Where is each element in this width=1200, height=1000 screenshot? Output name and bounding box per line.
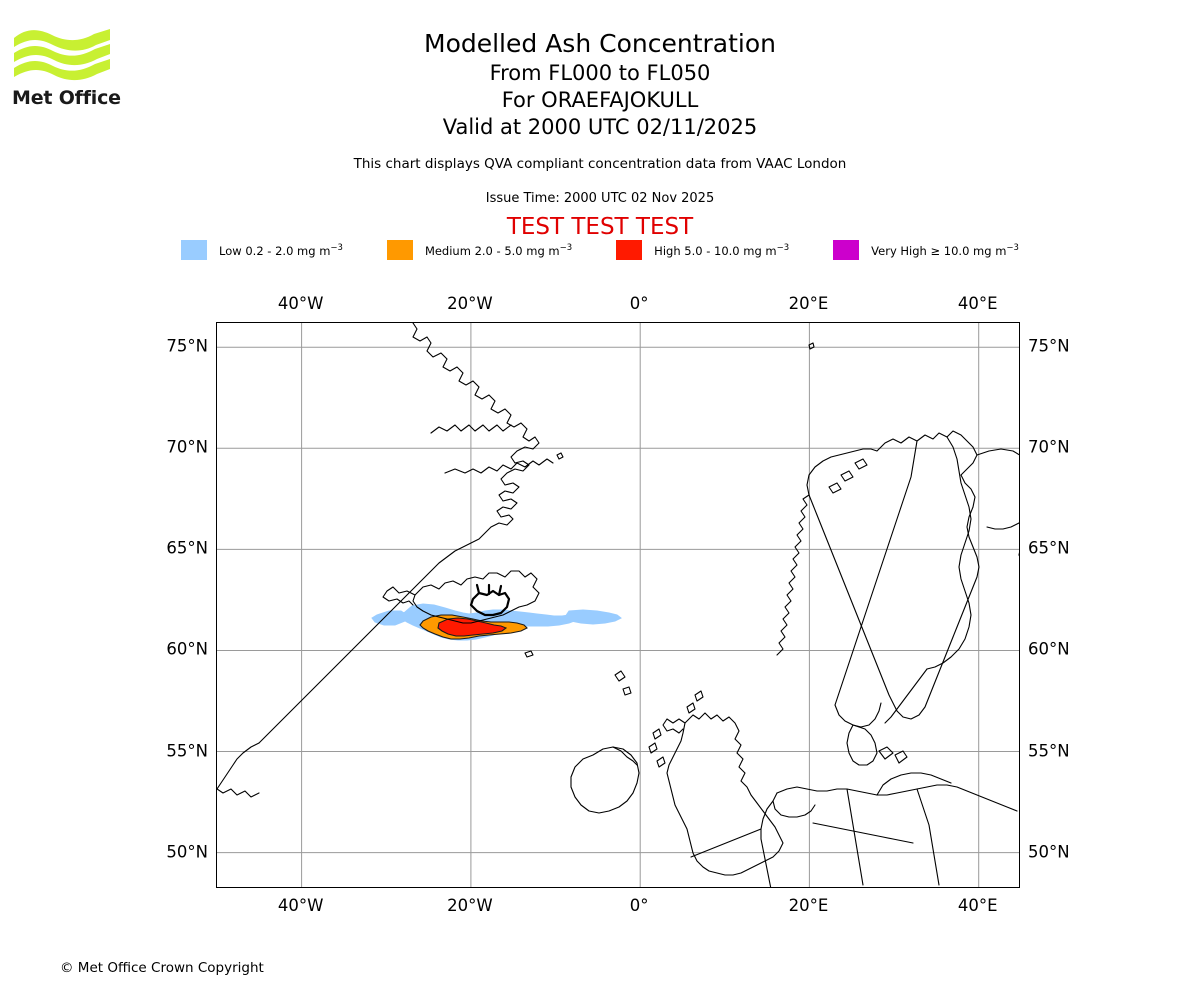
coast-baltic-south bbox=[876, 772, 952, 796]
test-banner: TEST TEST TEST bbox=[506, 214, 694, 240]
coast-greenland-south-lobes bbox=[217, 788, 260, 798]
lat-tick-right: 60°N bbox=[1028, 639, 1070, 659]
legend-swatch-low bbox=[181, 240, 208, 260]
coast-great-britain bbox=[666, 712, 784, 876]
coast-northern-europe bbox=[776, 784, 1018, 812]
lat-tick-right: 75°N bbox=[1028, 336, 1070, 356]
coast-white-sea bbox=[1018, 552, 1019, 557]
lon-tick-bottom: 0° bbox=[629, 896, 649, 915]
glacier-outline-spurs bbox=[475, 583, 503, 597]
lat-tick-left: 75°N bbox=[166, 336, 208, 356]
border-finland bbox=[926, 436, 972, 670]
issue-time-text: Issue Time: 2000 UTC 02 Nov 2025 bbox=[485, 191, 715, 206]
lat-tick-left: 55°N bbox=[166, 741, 208, 761]
legend-item-low: Low 0.2 - 2.0 mg m−3 bbox=[181, 240, 343, 260]
coast-denmark bbox=[846, 724, 878, 766]
lon-tick-bottom: 20°E bbox=[788, 896, 829, 915]
lon-tick-bottom: 40°E bbox=[957, 896, 998, 915]
lat-tick-left: 60°N bbox=[166, 639, 208, 659]
map-canvas bbox=[217, 323, 1019, 887]
lon-tick-bottom: 20°W bbox=[447, 896, 493, 915]
coast-orkney-shetland bbox=[686, 690, 704, 714]
coast-netherlands-belgium bbox=[772, 792, 816, 818]
coast-greenland bbox=[258, 323, 540, 744]
lon-tick-top: 20°E bbox=[788, 294, 829, 313]
coast-scotland-north bbox=[662, 718, 686, 734]
coast-france-channel bbox=[690, 828, 762, 858]
met-office-wordmark: Met Office bbox=[12, 87, 121, 109]
coast-sweden-south bbox=[834, 702, 882, 728]
border-poland-east bbox=[916, 788, 940, 886]
coast-iceland bbox=[412, 570, 540, 624]
lat-tick-right: 55°N bbox=[1028, 741, 1070, 761]
concentration-legend: Low 0.2 - 2.0 mg m−3 Medium 2.0 - 5.0 mg … bbox=[0, 240, 1200, 260]
coast-greenland-peninsula bbox=[430, 424, 512, 434]
coast-norway-fjords bbox=[776, 494, 810, 656]
map-plot-frame bbox=[216, 322, 1020, 888]
qva-compliance-note: This chart displays QVA compliant concen… bbox=[353, 156, 847, 172]
ash-contour-low-east-lobe bbox=[564, 609, 622, 625]
coast-kola-peninsula bbox=[976, 448, 1019, 530]
lon-tick-bottom: 40°W bbox=[277, 896, 324, 915]
coastlines-layer bbox=[217, 323, 1019, 887]
legend-label-very-high: Very High ≥ 10.0 mg m−3 bbox=[871, 242, 1019, 258]
lat-tick-left: 50°N bbox=[166, 842, 208, 862]
coast-baltic-gulf-bothnia bbox=[884, 668, 928, 724]
coast-northern-ireland-border bbox=[612, 746, 638, 766]
coast-ireland bbox=[570, 746, 640, 814]
lon-tick-top: 40°E bbox=[957, 294, 998, 313]
legend-label-high: High 5.0 - 10.0 mg m−3 bbox=[654, 242, 790, 258]
met-office-waves-icon bbox=[14, 29, 110, 81]
copyright-text: © Met Office Crown Copyright bbox=[60, 960, 264, 976]
lat-tick-right: 50°N bbox=[1028, 842, 1070, 862]
coast-lofoten-islands bbox=[828, 458, 868, 494]
lon-tick-top: 20°W bbox=[447, 294, 493, 313]
legend-item-very-high: Very High ≥ 10.0 mg m−3 bbox=[833, 240, 1019, 260]
met-office-logo: Met Office bbox=[12, 26, 124, 109]
legend-label-low: Low 0.2 - 2.0 mg m−3 bbox=[219, 242, 343, 258]
lat-tick-left: 65°N bbox=[166, 538, 208, 558]
legend-item-high: High 5.0 - 10.0 mg m−3 bbox=[616, 240, 789, 260]
legend-item-medium: Medium 2.0 - 5.0 mg m−3 bbox=[386, 240, 573, 260]
graticule-gridlines bbox=[217, 323, 1019, 887]
coast-danish-islands bbox=[878, 746, 908, 764]
valid-time-subtitle: Valid at 2000 UTC 02/11/2025 bbox=[442, 115, 758, 139]
ash-contour-high bbox=[437, 617, 508, 637]
coast-hebrides bbox=[648, 728, 666, 768]
flight-level-subtitle: From FL000 to FL050 bbox=[489, 61, 711, 85]
border-france-north bbox=[760, 800, 774, 887]
coast-greenland-inner-fjords bbox=[444, 458, 554, 474]
coast-iceland-westfjords bbox=[382, 586, 416, 606]
legend-swatch-very-high bbox=[833, 240, 860, 260]
page-title: Modelled Ash Concentration bbox=[424, 29, 776, 58]
title-block: Modelled Ash Concentration From FL000 to… bbox=[0, 28, 1200, 141]
border-germany-poland bbox=[846, 788, 864, 886]
legend-swatch-medium bbox=[386, 240, 413, 260]
legend-swatch-high bbox=[616, 240, 643, 260]
border-norway-sweden bbox=[834, 440, 918, 706]
volcano-subtitle: For ORAEFAJOKULL bbox=[501, 88, 699, 112]
lon-tick-top: 0° bbox=[629, 294, 649, 313]
coast-small-islands-south-iceland bbox=[524, 650, 632, 696]
lat-tick-right: 65°N bbox=[1028, 538, 1070, 558]
lat-tick-left: 70°N bbox=[166, 437, 208, 457]
ash-plume-contours bbox=[371, 603, 622, 641]
border-central-europe bbox=[812, 822, 914, 844]
lat-tick-right: 70°N bbox=[1028, 437, 1070, 457]
legend-label-medium: Medium 2.0 - 5.0 mg m−3 bbox=[424, 242, 573, 258]
lon-tick-top: 40°W bbox=[277, 294, 324, 313]
coast-greenland-south-tip bbox=[217, 742, 260, 790]
coast-scandinavia bbox=[806, 430, 980, 720]
coast-faroe-islands bbox=[556, 452, 564, 460]
map-area bbox=[216, 322, 1020, 888]
coast-jan-mayen bbox=[808, 342, 815, 350]
